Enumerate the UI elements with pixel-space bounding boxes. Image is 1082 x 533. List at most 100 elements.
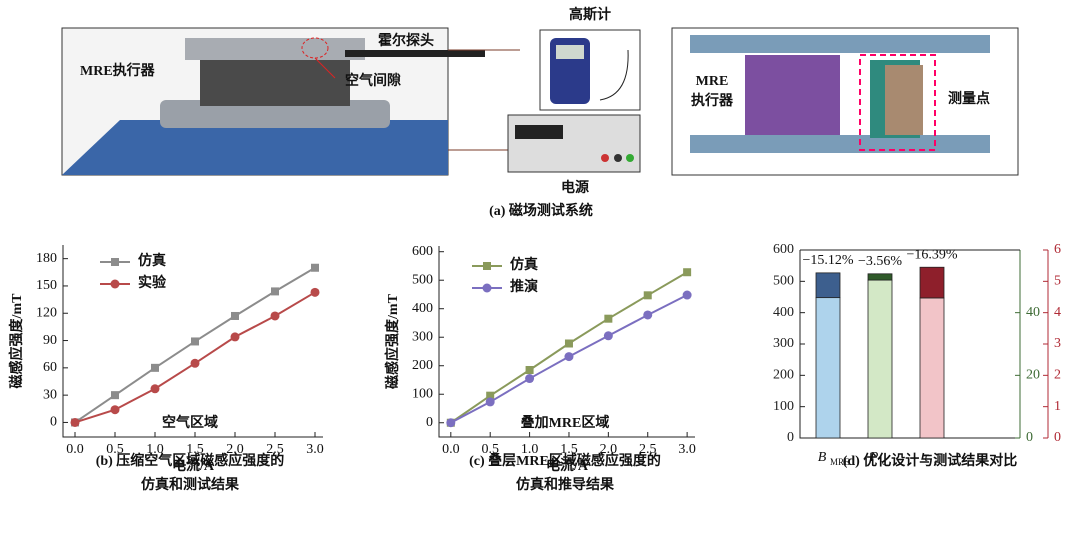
y-tick-label: 100 (773, 399, 794, 414)
legend-marker (483, 284, 492, 293)
bar-segment (868, 280, 892, 438)
y-tick-label: 0 (426, 415, 433, 430)
y-tick-label: 20 (1026, 368, 1040, 383)
label: MRE执行器 (80, 62, 156, 79)
y-tick-label: 500 (412, 272, 433, 287)
y-tick-label: 150 (36, 278, 57, 293)
y-tick-label: 120 (36, 305, 57, 320)
caption: 仿真和推导结果 (516, 476, 615, 493)
y-tick-label: 1 (1054, 399, 1061, 414)
figure: MRE执行器 霍尔探头 空气间隙 高斯计 电源 MRE 执行器 测量点 (a) … (0, 0, 1082, 533)
series-line (75, 292, 315, 422)
y-tick-label: 100 (412, 386, 433, 401)
marker (564, 352, 573, 361)
bar-segment (816, 298, 840, 438)
annotation: −15.12% (802, 253, 853, 268)
y-axis-label: 磁感应强度/mT (384, 293, 401, 389)
marker (311, 264, 319, 272)
caption: 仿真和测试结果 (141, 476, 240, 493)
y-tick-label: 500 (773, 274, 794, 289)
marker (525, 374, 534, 383)
legend-marker (111, 258, 119, 266)
marker (446, 418, 455, 427)
marker (231, 332, 240, 341)
figure-svg: MRE执行器 霍尔探头 空气间隙 高斯计 电源 MRE 执行器 测量点 (a) … (0, 0, 1082, 533)
label: 电源 (561, 179, 589, 196)
x-tick-label: 3.0 (306, 442, 324, 457)
legend-label: 实验 (138, 274, 167, 291)
y-tick-label: 180 (36, 251, 57, 266)
legend-marker (483, 262, 491, 270)
marker (644, 291, 652, 299)
annotation: 叠加MRE区域 (521, 414, 610, 431)
y-tick-label: 0 (50, 415, 57, 430)
caption: (a) 磁场测试系统 (489, 202, 593, 219)
annotation: 空气区域 (162, 414, 218, 431)
legend-label: 仿真 (138, 252, 166, 269)
marker (486, 397, 495, 406)
marker (604, 315, 612, 323)
y-tick-label: 2 (1054, 368, 1061, 383)
caption: (b) 压缩空气区域磁感应强度的 (96, 452, 285, 469)
y-tick-label: 30 (43, 387, 57, 402)
marker (271, 311, 280, 320)
marker (231, 312, 239, 320)
marker (526, 366, 534, 374)
bar-segment (920, 298, 944, 438)
marker (565, 339, 573, 347)
marker (683, 268, 691, 276)
y-tick-label: 600 (773, 242, 794, 257)
y-tick-label: 60 (43, 360, 57, 375)
y-tick-label: 90 (43, 333, 57, 348)
marker (643, 310, 652, 319)
label: 测量点 (948, 90, 990, 107)
label: 高斯计 (569, 6, 611, 23)
y-tick-label: 3 (1054, 336, 1061, 351)
x-tick-label: 0.0 (442, 442, 460, 457)
marker (151, 364, 159, 372)
y-tick-label: 0 (787, 430, 794, 445)
y-tick-label: 200 (773, 368, 794, 383)
bar-segment (816, 273, 840, 298)
caption: (d) 优化设计与测试结果对比 (843, 452, 1018, 469)
marker (191, 337, 199, 345)
annotation: −3.56% (858, 254, 902, 269)
marker (111, 391, 119, 399)
y-tick-label: 300 (773, 336, 794, 351)
y-tick-label: 400 (412, 301, 433, 316)
legend-marker (111, 280, 120, 289)
marker (683, 291, 692, 300)
y-tick-label: 40 (1026, 305, 1040, 320)
legend-label: 仿真 (510, 256, 538, 273)
legend-label: 推演 (510, 278, 538, 295)
x-tick-label: 0.0 (66, 442, 84, 457)
marker (71, 418, 80, 427)
y-tick-label: 300 (412, 329, 433, 344)
y-tick-label: 0 (1026, 430, 1033, 445)
label: 执行器 (691, 92, 734, 109)
y-tick-label: 6 (1054, 242, 1061, 257)
marker (111, 405, 120, 414)
annotation: −16.39% (906, 247, 957, 262)
y-tick-label: 4 (1054, 305, 1061, 320)
marker (151, 384, 160, 393)
label: MRE (696, 74, 729, 89)
photo-power-supply (508, 115, 640, 172)
label: 霍尔探头 (378, 32, 434, 49)
y-tick-label: 600 (412, 244, 433, 259)
bar-segment (920, 267, 944, 298)
y-tick-label: 5 (1054, 274, 1061, 289)
y-tick-label: 0 (1054, 430, 1061, 445)
y-tick-label: 200 (412, 358, 433, 373)
marker (191, 359, 200, 368)
x-tick-label: B (818, 450, 827, 465)
photo-gaussmeter (540, 30, 640, 110)
marker (311, 288, 320, 297)
photo-actuator (62, 28, 485, 175)
x-tick-label: 3.0 (678, 442, 696, 457)
label: 空气间隙 (345, 72, 401, 89)
marker (271, 287, 279, 295)
y-tick-label: 400 (773, 305, 794, 320)
caption: (c) 叠层MRE区域磁感应强度的 (469, 452, 661, 469)
bar-segment (868, 274, 892, 280)
